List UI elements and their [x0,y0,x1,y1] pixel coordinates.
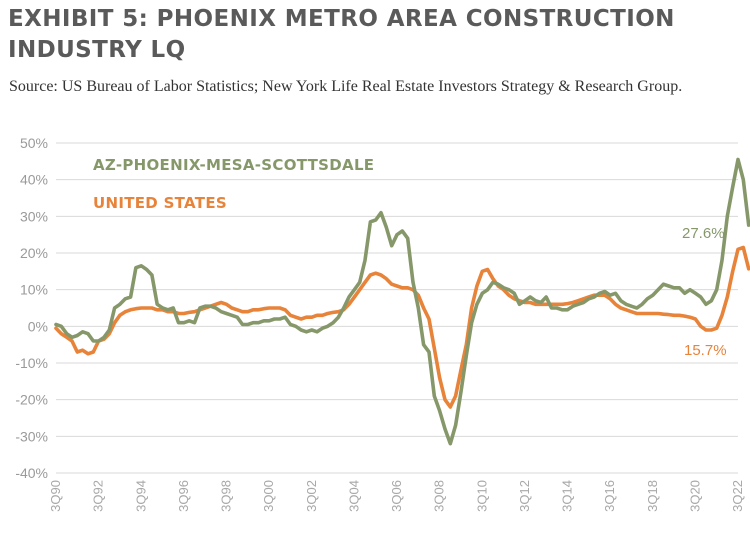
y-tick-label: -40% [15,465,48,481]
x-tick-label: 3Q98 [219,480,234,512]
end-label-united-states: 15.7% [684,342,727,359]
end-label-phoenix: 27.6% [682,225,725,242]
x-tick-label: 3Q08 [432,480,447,512]
series-lines [54,157,750,446]
x-tick-label: 3Q16 [602,480,617,512]
x-tick-label: 3Q10 [474,480,489,512]
x-tick-label: 3Q02 [304,480,319,512]
y-tick-label: 10% [20,282,48,298]
y-tick-label: 30% [20,208,48,224]
x-tick-label: 3Q06 [389,480,404,512]
chart-source-note: Source: US Bureau of Labor Statistics; N… [9,78,683,95]
x-tick-label: 3Q94 [133,480,148,512]
x-tick-label: 3Q92 [91,480,106,512]
y-tick-label: 20% [20,245,48,261]
x-axis-ticks: 3Q90 3Q92 3Q94 3Q96 3Q98 3Q00 3Q02 3Q04 3Q06 3Q08… [48,480,745,512]
y-tick-label: 0% [28,318,48,334]
x-tick-label: 3Q00 [261,480,276,512]
series-line-united-states [54,245,750,409]
x-tick-label: 3Q96 [176,480,191,512]
gridlines [56,142,738,474]
x-tick-label: 3Q18 [645,480,660,512]
y-tick-label: -30% [15,428,48,444]
y-tick-label: -10% [15,355,48,371]
legend-phoenix: AZ-PHOENIX-MESA-SCOTTSDALE [93,156,374,174]
x-tick-label: 3Q14 [560,480,575,512]
legend-united-states: UNITED STATES [93,194,227,212]
x-tick-label: 3Q22 [730,480,745,512]
y-tick-label: -20% [15,392,48,408]
y-tick-label: 40% [20,172,48,188]
y-axis-ticks: -40% -30% -20% -10% 0% 10% 20% 30% 40% 50% [15,135,48,481]
y-tick-label: 50% [20,135,48,151]
x-tick-label: 3Q20 [687,480,702,512]
x-tick-label: 3Q90 [48,480,63,512]
x-tick-label: 3Q04 [346,480,361,512]
series-line-phoenix [54,157,750,446]
chart-title: EXHIBIT 5: PHOENIX METRO AREA CONSTRUCTI… [8,6,675,63]
x-tick-label: 3Q12 [517,480,532,512]
